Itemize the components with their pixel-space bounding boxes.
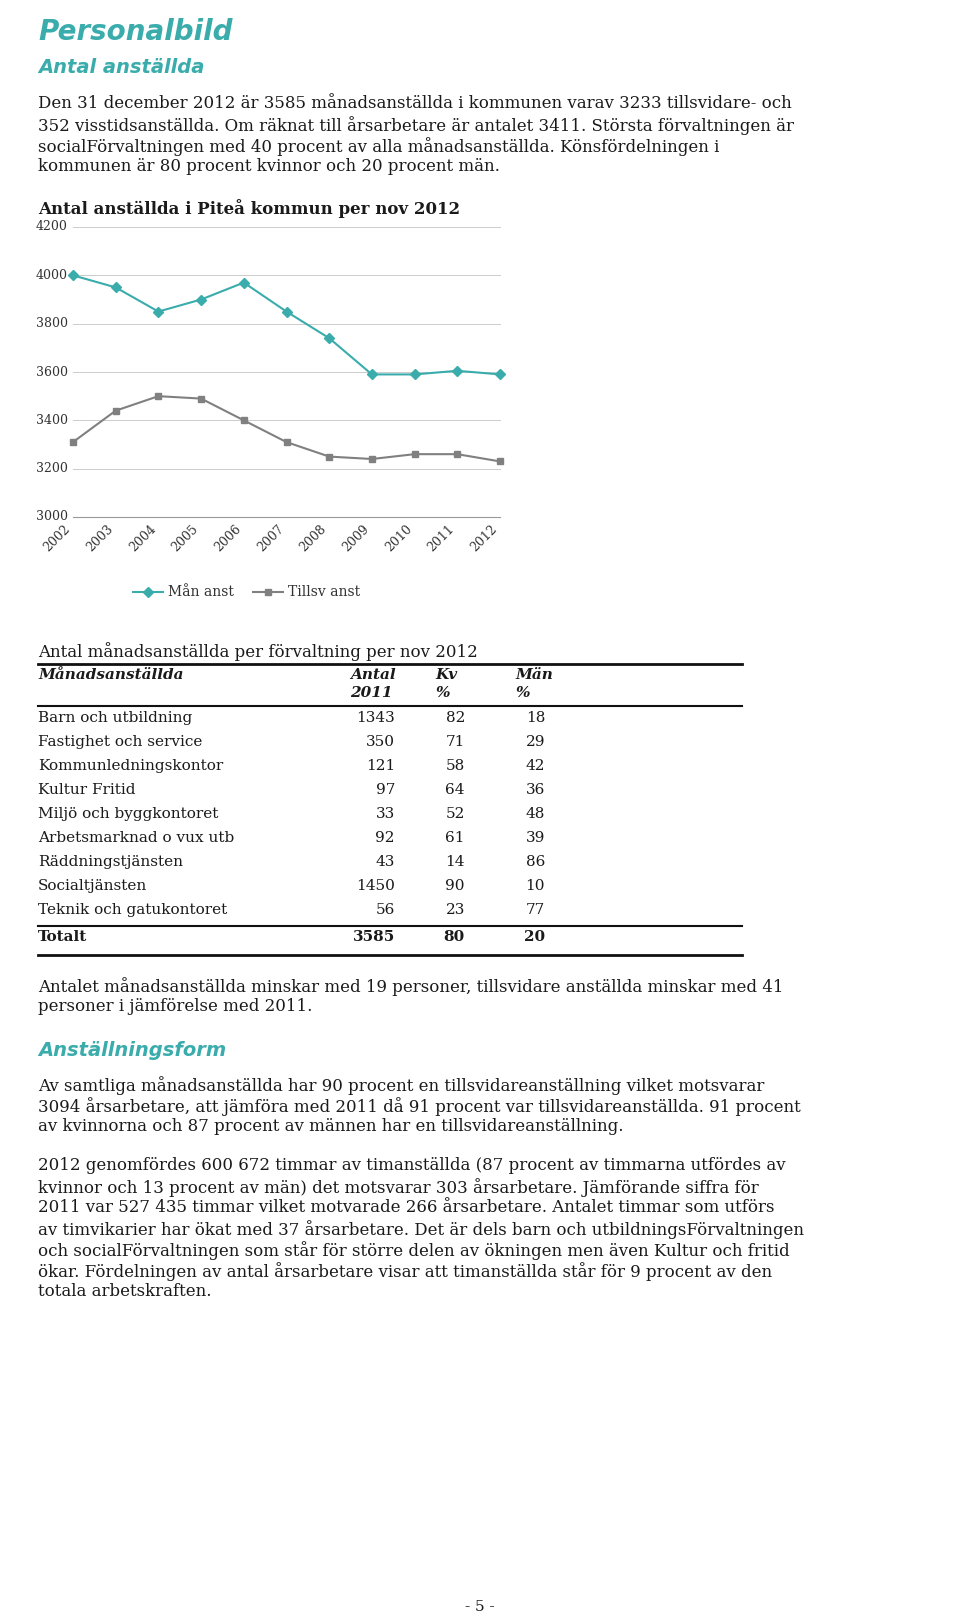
Text: 2004: 2004 [127, 522, 158, 553]
Text: 3200: 3200 [36, 462, 68, 475]
Text: 86: 86 [526, 855, 545, 869]
Text: Totalt: Totalt [38, 929, 87, 944]
Text: 36: 36 [526, 783, 545, 796]
Text: 92: 92 [375, 830, 395, 845]
Text: personer i jämförelse med 2011.: personer i jämförelse med 2011. [38, 998, 312, 1015]
Text: Månadsanställda: Månadsanställda [38, 668, 183, 681]
Text: 2011 var 527 435 timmar vilket motvarade 266 årsarbetare. Antalet timmar som utf: 2011 var 527 435 timmar vilket motvarade… [38, 1199, 775, 1216]
Text: 97: 97 [375, 783, 395, 796]
Text: Miljö och byggkontoret: Miljö och byggkontoret [38, 808, 218, 821]
Text: 2005: 2005 [170, 522, 201, 553]
Text: och socialFörvaltningen som står för större delen av ökningen men även Kultur oc: och socialFörvaltningen som står för stö… [38, 1241, 790, 1260]
Text: av timvikarier har ökat med 37 årsarbetare. Det är dels barn och utbildningsFörv: av timvikarier har ökat med 37 årsarbeta… [38, 1220, 804, 1239]
Text: 4000: 4000 [36, 269, 68, 282]
Text: %: % [435, 686, 449, 701]
Text: Räddningstjänsten: Räddningstjänsten [38, 855, 183, 869]
Text: socialFörvaltningen med 40 procent av alla månadsanställda. Könsfördelningen i: socialFörvaltningen med 40 procent av al… [38, 136, 719, 156]
Text: 2012 genomfördes 600 672 timmar av timanställda (87 procent av timmarna utfördes: 2012 genomfördes 600 672 timmar av timan… [38, 1156, 785, 1174]
Text: - 5 -: - 5 - [466, 1599, 494, 1614]
Text: Av samtliga månadsanställda har 90 procent en tillsvidareanställning vilket mots: Av samtliga månadsanställda har 90 proce… [38, 1075, 764, 1095]
Text: %: % [515, 686, 530, 701]
Text: 2002: 2002 [41, 522, 73, 553]
Text: 3600: 3600 [36, 365, 68, 378]
Text: 1450: 1450 [356, 879, 395, 894]
Text: 39: 39 [526, 830, 545, 845]
Text: 1343: 1343 [356, 710, 395, 725]
Text: Män: Män [515, 668, 553, 681]
Text: totala arbetskraften.: totala arbetskraften. [38, 1283, 211, 1299]
Text: 48: 48 [526, 808, 545, 821]
Text: 20: 20 [524, 929, 545, 944]
Text: 82: 82 [445, 710, 465, 725]
Text: Tillsv anst: Tillsv anst [288, 586, 360, 599]
Text: Barn och utbildning: Barn och utbildning [38, 710, 192, 725]
Text: 2007: 2007 [254, 522, 286, 553]
Text: 2003: 2003 [84, 522, 116, 553]
Text: 2006: 2006 [212, 522, 244, 553]
Text: 52: 52 [445, 808, 465, 821]
Text: 64: 64 [445, 783, 465, 796]
Text: 3000: 3000 [36, 511, 68, 524]
Text: Den 31 december 2012 är 3585 månadsanställda i kommunen varav 3233 tillsvidare- : Den 31 december 2012 är 3585 månadsanstä… [38, 96, 792, 112]
Text: Arbetsmarknad o vux utb: Arbetsmarknad o vux utb [38, 830, 234, 845]
Text: av kvinnorna och 87 procent av männen har en tillsvidareanställning.: av kvinnorna och 87 procent av männen ha… [38, 1118, 623, 1135]
Text: 61: 61 [445, 830, 465, 845]
Text: 29: 29 [525, 735, 545, 749]
Text: 33: 33 [375, 808, 395, 821]
Text: Antal: Antal [350, 668, 396, 681]
Text: kommunen är 80 procent kvinnor och 20 procent män.: kommunen är 80 procent kvinnor och 20 pr… [38, 157, 500, 175]
Text: 18: 18 [526, 710, 545, 725]
Text: 2012: 2012 [468, 522, 500, 553]
Text: Antal anställda: Antal anställda [38, 58, 204, 76]
Text: 71: 71 [445, 735, 465, 749]
Text: 3585: 3585 [352, 929, 395, 944]
Text: 56: 56 [375, 903, 395, 916]
Text: Antal anställda i Piteå kommun per nov 2012: Antal anställda i Piteå kommun per nov 2… [38, 200, 460, 217]
Text: 42: 42 [525, 759, 545, 774]
Text: 14: 14 [445, 855, 465, 869]
Text: Personalbild: Personalbild [38, 18, 232, 45]
Text: 58: 58 [445, 759, 465, 774]
Text: Socialtjänsten: Socialtjänsten [38, 879, 147, 894]
Text: 2008: 2008 [298, 522, 329, 553]
Text: 3094 årsarbetare, att jämföra med 2011 då 91 procent var tillsvidareanställda. 9: 3094 årsarbetare, att jämföra med 2011 d… [38, 1096, 801, 1116]
Text: Fastighet och service: Fastighet och service [38, 735, 203, 749]
Text: 350: 350 [366, 735, 395, 749]
Text: Kv: Kv [435, 668, 457, 681]
Text: Antalet månadsanställda minskar med 19 personer, tillsvidare anställda minskar m: Antalet månadsanställda minskar med 19 p… [38, 976, 783, 996]
Text: 23: 23 [445, 903, 465, 916]
Text: 90: 90 [445, 879, 465, 894]
Text: 77: 77 [526, 903, 545, 916]
Text: Kommunledningskontor: Kommunledningskontor [38, 759, 224, 774]
Text: ökar. Fördelningen av antal årsarbetare visar att timanställda står för 9 procen: ökar. Fördelningen av antal årsarbetare … [38, 1262, 772, 1281]
Text: Teknik och gatukontoret: Teknik och gatukontoret [38, 903, 228, 916]
Text: 10: 10 [525, 879, 545, 894]
Text: 43: 43 [375, 855, 395, 869]
Text: 352 visstidsanställda. Om räknat till årsarbetare är antalet 3411. Största förva: 352 visstidsanställda. Om räknat till år… [38, 117, 794, 135]
Text: 2011: 2011 [350, 686, 393, 701]
Text: 2010: 2010 [383, 522, 415, 553]
Text: 80: 80 [444, 929, 465, 944]
Text: kvinnor och 13 procent av män) det motsvarar 303 årsarbetare. Jämförande siffra : kvinnor och 13 procent av män) det motsv… [38, 1178, 758, 1197]
Text: 3800: 3800 [36, 318, 68, 331]
Text: Mån anst: Mån anst [168, 586, 234, 599]
Text: 2009: 2009 [340, 522, 372, 553]
Text: Anställningsform: Anställningsform [38, 1041, 227, 1061]
Text: 4200: 4200 [36, 221, 68, 234]
Text: Kultur Fritid: Kultur Fritid [38, 783, 135, 796]
Text: Antal månadsanställda per förvaltning per nov 2012: Antal månadsanställda per förvaltning pe… [38, 642, 478, 660]
Text: 121: 121 [366, 759, 395, 774]
Text: 2011: 2011 [425, 522, 457, 553]
Text: 3400: 3400 [36, 414, 68, 427]
